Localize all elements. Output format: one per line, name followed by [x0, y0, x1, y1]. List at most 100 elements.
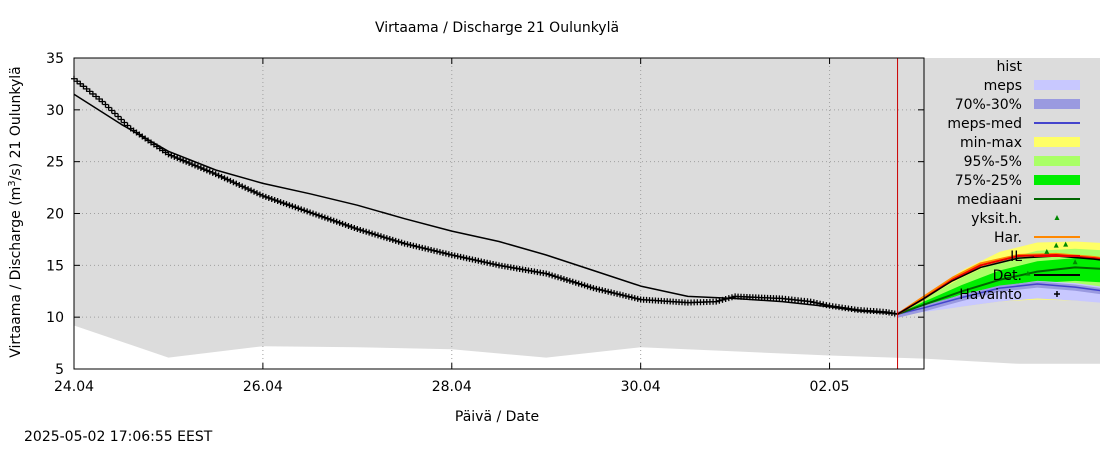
- legend-label: Havainto: [959, 287, 1022, 303]
- observation-marker: [369, 230, 376, 237]
- observation-marker: [728, 294, 735, 301]
- x-tick-label: 24.04: [54, 379, 94, 395]
- legend-label: meps: [984, 78, 1022, 94]
- observation-marker: [183, 158, 190, 165]
- observation-marker: [268, 195, 275, 202]
- yksit-marker: [1053, 242, 1059, 248]
- legend-label: 95%-5%: [964, 154, 1022, 170]
- legend-label: 75%-25%: [955, 173, 1022, 189]
- legend-swatch: [1034, 137, 1080, 147]
- legend-swatch: [1034, 156, 1080, 166]
- observation-marker: [93, 93, 100, 100]
- observation-marker: [209, 169, 216, 176]
- observation-marker: [168, 152, 175, 159]
- legend: hist meps 70%-30% meps-med min-max 95%-5% 75%-…: [947, 59, 1080, 303]
- legend-label: meps-med: [947, 116, 1022, 132]
- median-line: [897, 266, 1100, 316]
- y-tick-label: 35: [46, 51, 64, 67]
- observation-marker: [265, 194, 272, 201]
- observation-marker: [422, 245, 429, 252]
- observation-marker: [622, 292, 629, 299]
- observation-marker: [605, 288, 612, 295]
- observation-marker: [115, 113, 122, 120]
- observation-marker: [543, 270, 550, 277]
- observation-marker: [102, 101, 109, 108]
- observation-marker: [108, 107, 115, 114]
- observation-marker: [313, 211, 320, 218]
- observation-marker: [262, 193, 269, 200]
- observation-marker: [617, 291, 624, 298]
- observation-marker: [86, 88, 93, 95]
- observation-marker: [80, 83, 87, 90]
- observation-marker: [823, 302, 830, 309]
- il-line: [897, 254, 1100, 315]
- y-tick-label: 25: [46, 155, 64, 171]
- observation-marker: [77, 80, 84, 87]
- observation-marker: [596, 286, 603, 293]
- observation-marker: [192, 162, 199, 169]
- observation-marker: [569, 278, 576, 285]
- observation-marker: [557, 275, 564, 282]
- observation-marker: [124, 122, 131, 129]
- observation-marker: [345, 222, 352, 229]
- y-label-part1: Virtaama / Discharge (m: [8, 187, 24, 358]
- legend-label: yksit.h.: [971, 211, 1022, 227]
- observation-marker: [425, 246, 432, 253]
- y-tick-label: 5: [55, 362, 64, 378]
- observation-marker: [593, 285, 600, 292]
- meps-band: [897, 280, 1100, 315]
- observation-marker: [310, 210, 317, 217]
- observation-marker: [197, 164, 204, 171]
- legend-label: mediaani: [957, 192, 1022, 208]
- legend-label: 70%-30%: [955, 97, 1022, 113]
- observation-marker: [389, 236, 396, 243]
- y-tick-label: 10: [46, 310, 64, 326]
- observation-marker: [171, 153, 178, 160]
- observation-marker: [428, 246, 435, 253]
- x-tick-label: 26.04: [243, 379, 283, 395]
- observation-marker: [372, 231, 379, 238]
- observation-marker: [549, 272, 556, 279]
- observation-marker: [189, 161, 196, 168]
- observation-marker: [410, 242, 417, 249]
- legend-label: hist: [996, 59, 1022, 75]
- legend-label: IL: [1010, 249, 1022, 265]
- observation-marker: [625, 293, 632, 300]
- observation-marker: [280, 200, 287, 207]
- observation-marker: [374, 232, 381, 239]
- y-tick-label: 30: [46, 103, 64, 119]
- observation-marker: [810, 299, 817, 306]
- legend-label: Det.: [993, 268, 1022, 284]
- observation-marker: [560, 276, 567, 283]
- observation-marker: [434, 248, 441, 255]
- observation-marker: [165, 151, 172, 158]
- y-axis-label: Virtaama / Discharge (m3/s) 21 Oulunkylä: [7, 66, 24, 358]
- observation-marker: [383, 235, 390, 242]
- chart-title: Virtaama / Discharge 21 Oulunkylä: [375, 20, 619, 36]
- observation-marker: [174, 155, 181, 162]
- observation-marker: [552, 273, 559, 280]
- yksit-marker: [1044, 248, 1050, 254]
- observation-marker: [634, 295, 641, 302]
- observation-marker: [99, 98, 106, 105]
- observation-marker: [445, 251, 452, 258]
- timestamp: 2025-05-02 17:06:55 EEST: [24, 429, 213, 445]
- observation-marker: [354, 226, 361, 233]
- x-tick-label: 30.04: [621, 379, 661, 395]
- observation-marker: [395, 238, 402, 245]
- legend-label: min-max: [960, 135, 1022, 151]
- observation-marker: [416, 244, 423, 251]
- observation-marker: [631, 295, 638, 302]
- y-tick-label: 15: [46, 258, 64, 274]
- legend-swatch: [1034, 61, 1080, 71]
- observation-marker: [83, 85, 90, 92]
- observation-marker: [307, 209, 314, 216]
- hist-band: [74, 58, 1100, 364]
- observation-marker: [587, 284, 594, 291]
- observation-marker: [563, 276, 570, 283]
- observation-marker: [315, 212, 322, 219]
- observation-marker: [74, 78, 81, 85]
- observation-marker: [419, 244, 426, 251]
- observation-marker: [298, 206, 305, 213]
